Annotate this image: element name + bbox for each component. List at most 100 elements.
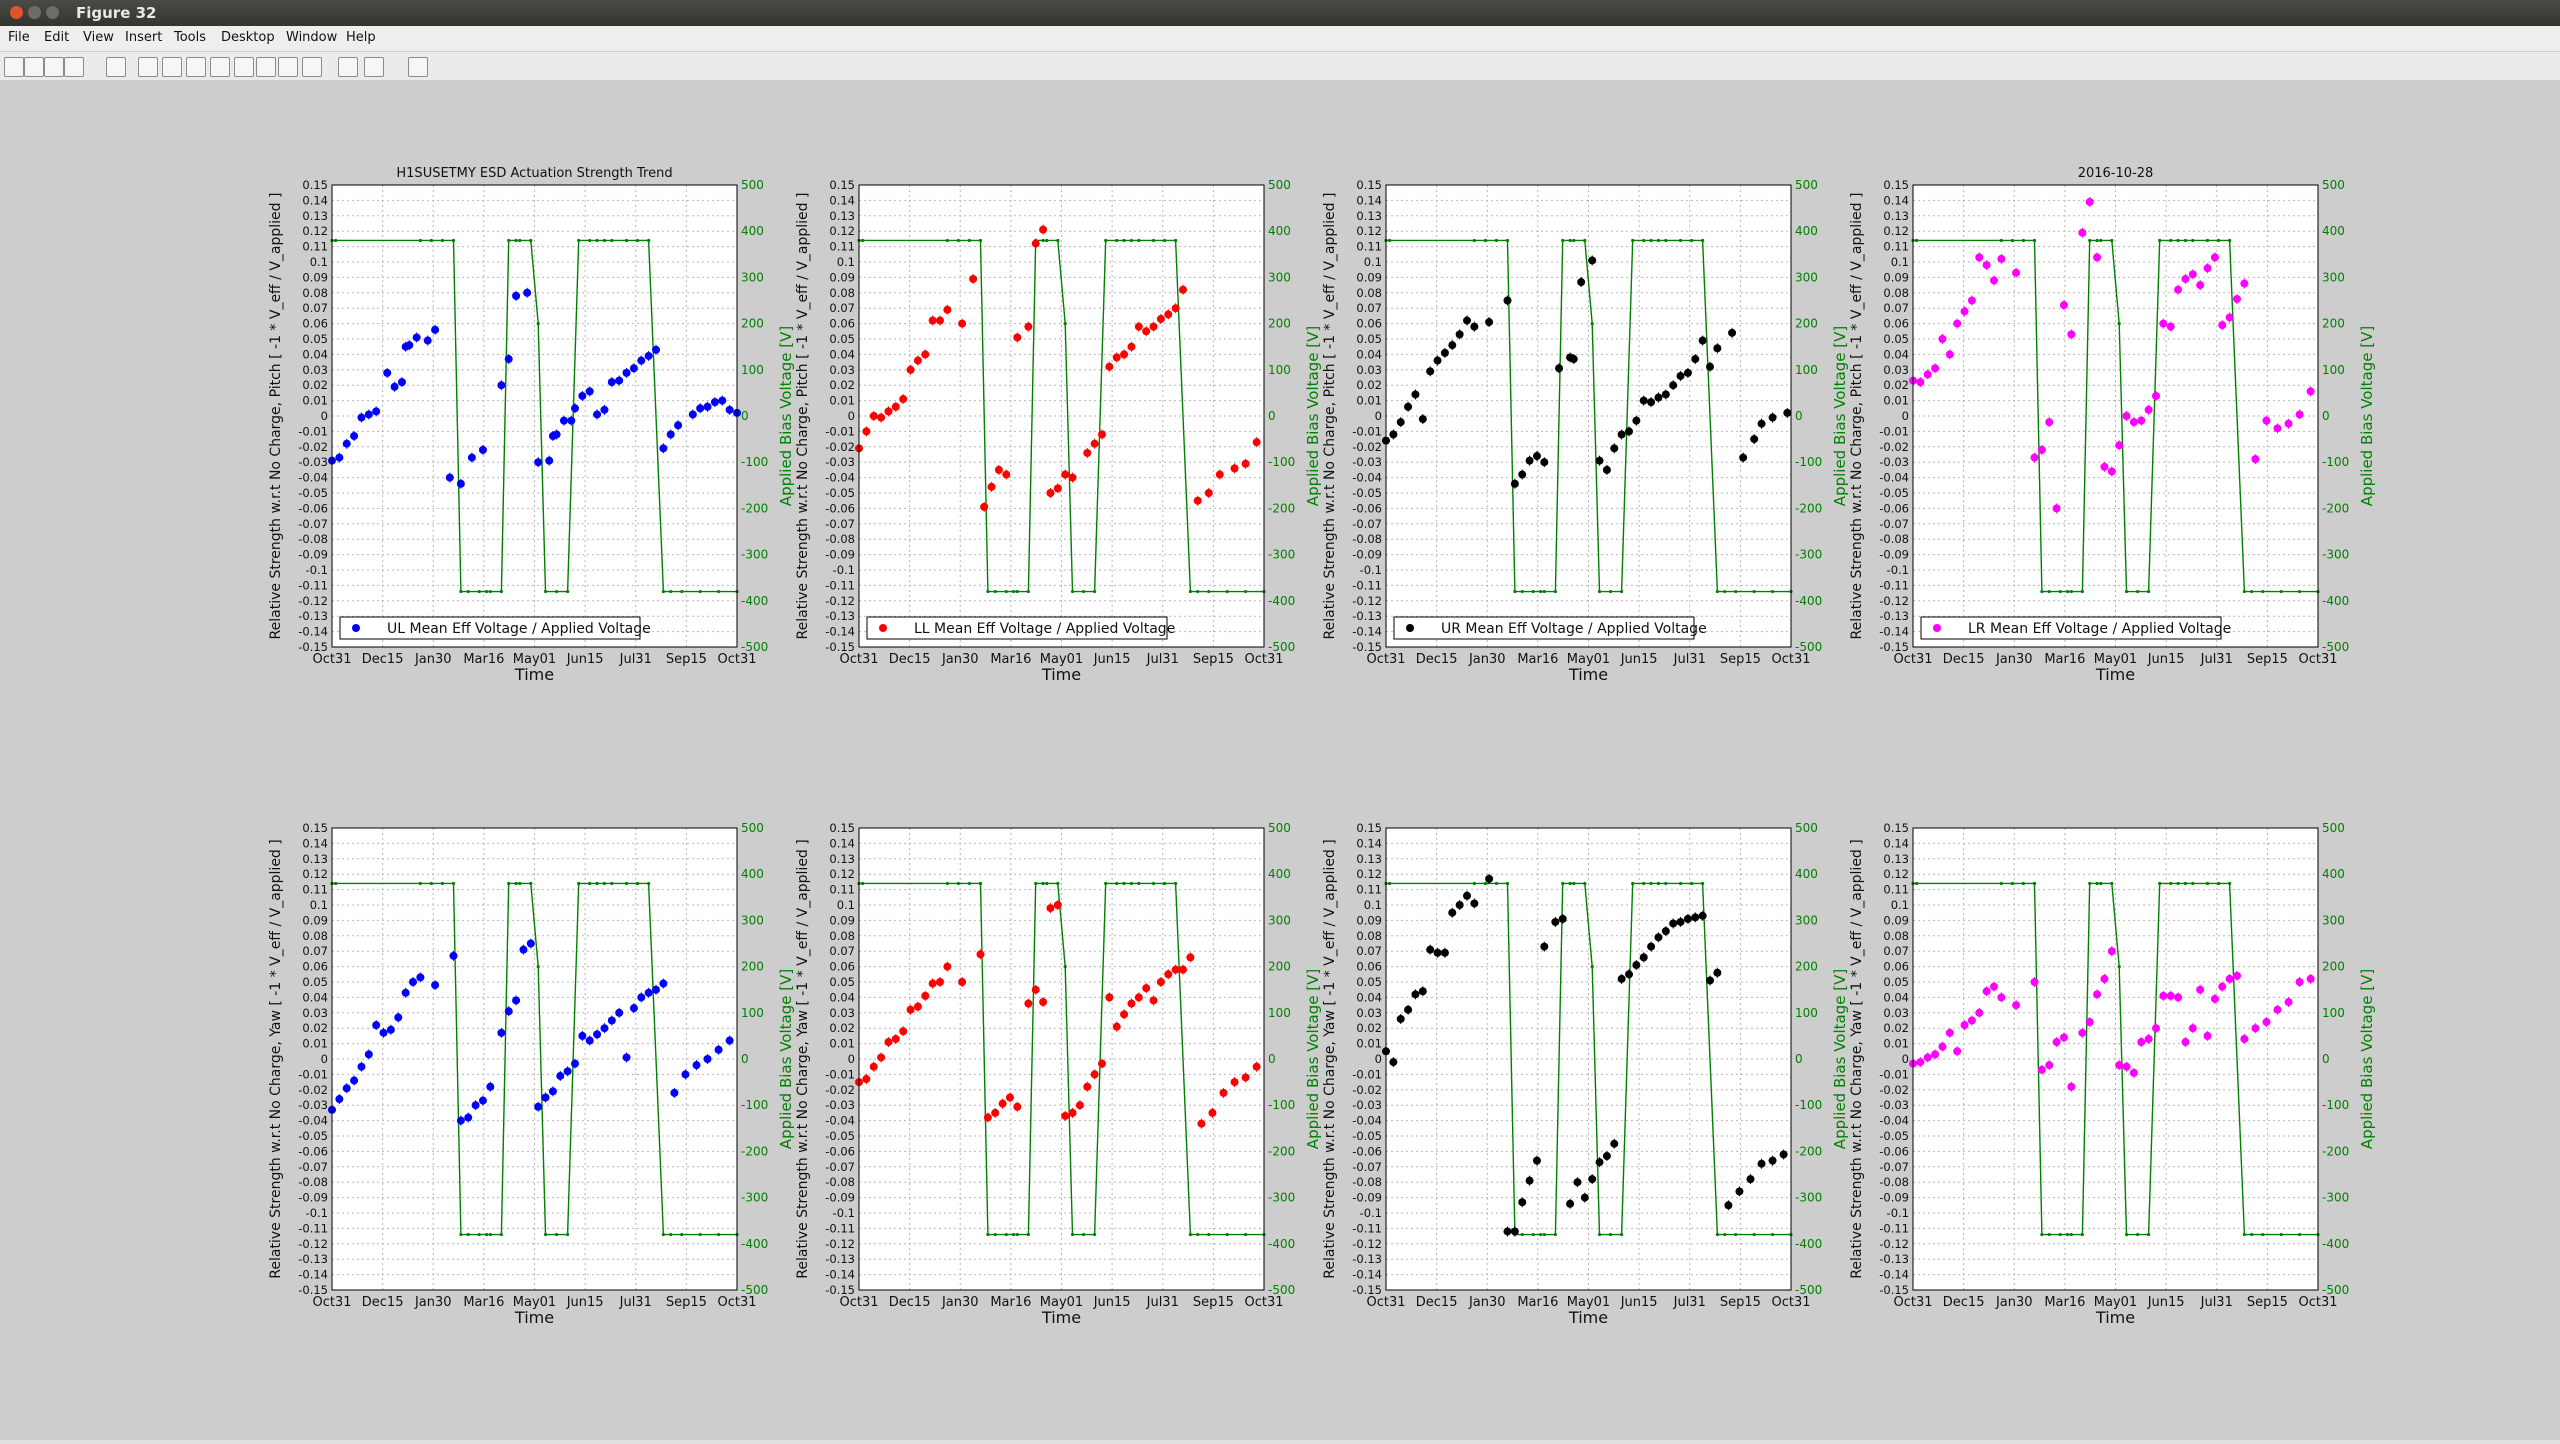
- menu-insert[interactable]: Insert: [125, 30, 163, 45]
- data-point: [1149, 322, 1158, 331]
- y-tick-label: 0.15: [1356, 178, 1382, 192]
- data-point: [629, 1004, 638, 1013]
- bias-voltage-point: [2135, 589, 2140, 594]
- y2-tick-label: 0: [2322, 1052, 2330, 1066]
- zoom-out-icon[interactable]: [162, 57, 182, 77]
- data-point: [681, 1070, 690, 1079]
- bias-voltage-point: [1070, 589, 1075, 594]
- x-tick-label: May01: [513, 1295, 556, 1310]
- bias-voltage-point: [1188, 1232, 1192, 1237]
- y-tick-label: 0.11: [1356, 240, 1382, 254]
- data-point: [567, 416, 576, 425]
- bias-voltage-point: [861, 238, 865, 243]
- data-point: [394, 1013, 403, 1022]
- data-point: [1916, 378, 1925, 387]
- save-icon[interactable]: [44, 57, 64, 77]
- y-tick-label: 0.1: [310, 898, 328, 912]
- data-point: [397, 378, 406, 387]
- data-point: [1013, 333, 1022, 342]
- menu-window[interactable]: Window: [286, 30, 338, 45]
- data-point: [718, 396, 727, 405]
- brush-icon[interactable]: [256, 57, 276, 77]
- data-point: [401, 988, 410, 997]
- x-tick-label: May01: [513, 652, 556, 667]
- link-icon[interactable]: [278, 57, 298, 77]
- y-tick-label: -0.11: [825, 1221, 855, 1235]
- y-tick-label: -0.06: [1352, 501, 1382, 515]
- y-tick-label: -0.12: [1352, 1237, 1382, 1251]
- x-tick-label: Jan30: [1468, 1295, 1506, 1310]
- pointer-icon[interactable]: [106, 57, 126, 77]
- data-point: [2284, 419, 2293, 428]
- y-tick-label: -0.15: [825, 1283, 855, 1297]
- data-point: [1768, 413, 1777, 422]
- data-point: [1967, 296, 1976, 305]
- data-point: [943, 962, 952, 971]
- y-tick-label: -0.12: [1352, 594, 1382, 608]
- close-window-icon[interactable]: [10, 6, 23, 19]
- bias-voltage-point: [1151, 238, 1156, 243]
- minimize-window-icon[interactable]: [28, 6, 41, 19]
- bias-voltage-point: [1225, 1232, 1229, 1237]
- bias-voltage-point: [2117, 965, 2121, 969]
- menu-desktop[interactable]: Desktop: [221, 30, 275, 45]
- data-point: [622, 1053, 631, 1062]
- y-tick-label: 0.11: [829, 883, 855, 897]
- x-tick-label: Oct31: [839, 1295, 878, 1310]
- y-tick-label: 0.15: [302, 821, 328, 835]
- y-tick-label: 0.08: [829, 929, 855, 943]
- menu-tools[interactable]: Tools: [174, 30, 207, 45]
- plot-frame: [1385, 184, 1792, 648]
- data-point: [1779, 1150, 1788, 1159]
- show-plot-tools-icon[interactable]: [408, 57, 428, 77]
- data-cursor-icon[interactable]: [234, 57, 254, 77]
- y2-tick-label: 300: [1268, 270, 1291, 284]
- new-figure-icon[interactable]: [4, 57, 24, 77]
- bias-voltage-point: [624, 238, 629, 243]
- bias-voltage-point: [1649, 238, 1653, 243]
- data-point: [504, 1007, 513, 1016]
- maximize-window-icon[interactable]: [46, 6, 59, 19]
- chart-panel-ll-pitch: Oct31 Dec15 Jan30 Mar16 May01 Jun15 Jul31 Sep15…: [795, 178, 1322, 684]
- bias-voltage-point: [1583, 881, 1587, 886]
- data-point: [1676, 917, 1685, 926]
- data-point: [2100, 974, 2109, 983]
- bias-voltage-point: [1388, 238, 1392, 243]
- y-tick-label: 0.08: [1883, 929, 1909, 943]
- menu-file[interactable]: File: [8, 30, 30, 45]
- colorbar-icon[interactable]: [302, 57, 322, 77]
- data-point: [1127, 342, 1136, 351]
- y-tick-label: 0.11: [1356, 883, 1382, 897]
- zoom-in-icon[interactable]: [138, 57, 158, 77]
- data-point: [987, 482, 996, 491]
- pan-icon[interactable]: [186, 57, 206, 77]
- menu-edit[interactable]: Edit: [44, 30, 70, 45]
- bias-voltage-point: [507, 881, 511, 886]
- y-tick-label: 0: [1375, 409, 1382, 423]
- data-point: [2210, 994, 2219, 1003]
- y-tick-label: 0.08: [1883, 286, 1909, 300]
- legend-icon[interactable]: [338, 57, 358, 77]
- open-file-icon[interactable]: [24, 57, 44, 77]
- y-tick-label: 0.15: [829, 178, 855, 192]
- data-point: [2137, 1038, 2146, 1047]
- rotate-icon[interactable]: [210, 57, 230, 77]
- y-tick-label: -0.05: [825, 486, 855, 500]
- print-icon[interactable]: [64, 57, 84, 77]
- hide-plot-tools-icon[interactable]: [364, 57, 384, 77]
- bias-voltage-point: [1531, 1232, 1535, 1237]
- data-point: [666, 430, 675, 439]
- bias-voltage-point: [1590, 322, 1594, 326]
- chart-panel-lr-yaw: Oct31 Dec15 Jan30 Mar16 May01 Jun15 Jul31 Sep15…: [1849, 821, 2376, 1327]
- bias-voltage-point: [1513, 589, 1517, 594]
- plot-frame: [331, 184, 738, 648]
- y-tick-label: -0.02: [298, 1083, 328, 1097]
- bias-voltage-point: [2110, 238, 2114, 243]
- data-point: [2100, 462, 2109, 471]
- data-point: [593, 410, 602, 419]
- x-tick-label: Oct31: [1893, 1295, 1932, 1310]
- data-point: [1396, 1014, 1405, 1023]
- menu-help[interactable]: Help: [346, 30, 376, 45]
- menu-view[interactable]: View: [83, 30, 114, 45]
- y-tick-label: -0.03: [825, 455, 855, 469]
